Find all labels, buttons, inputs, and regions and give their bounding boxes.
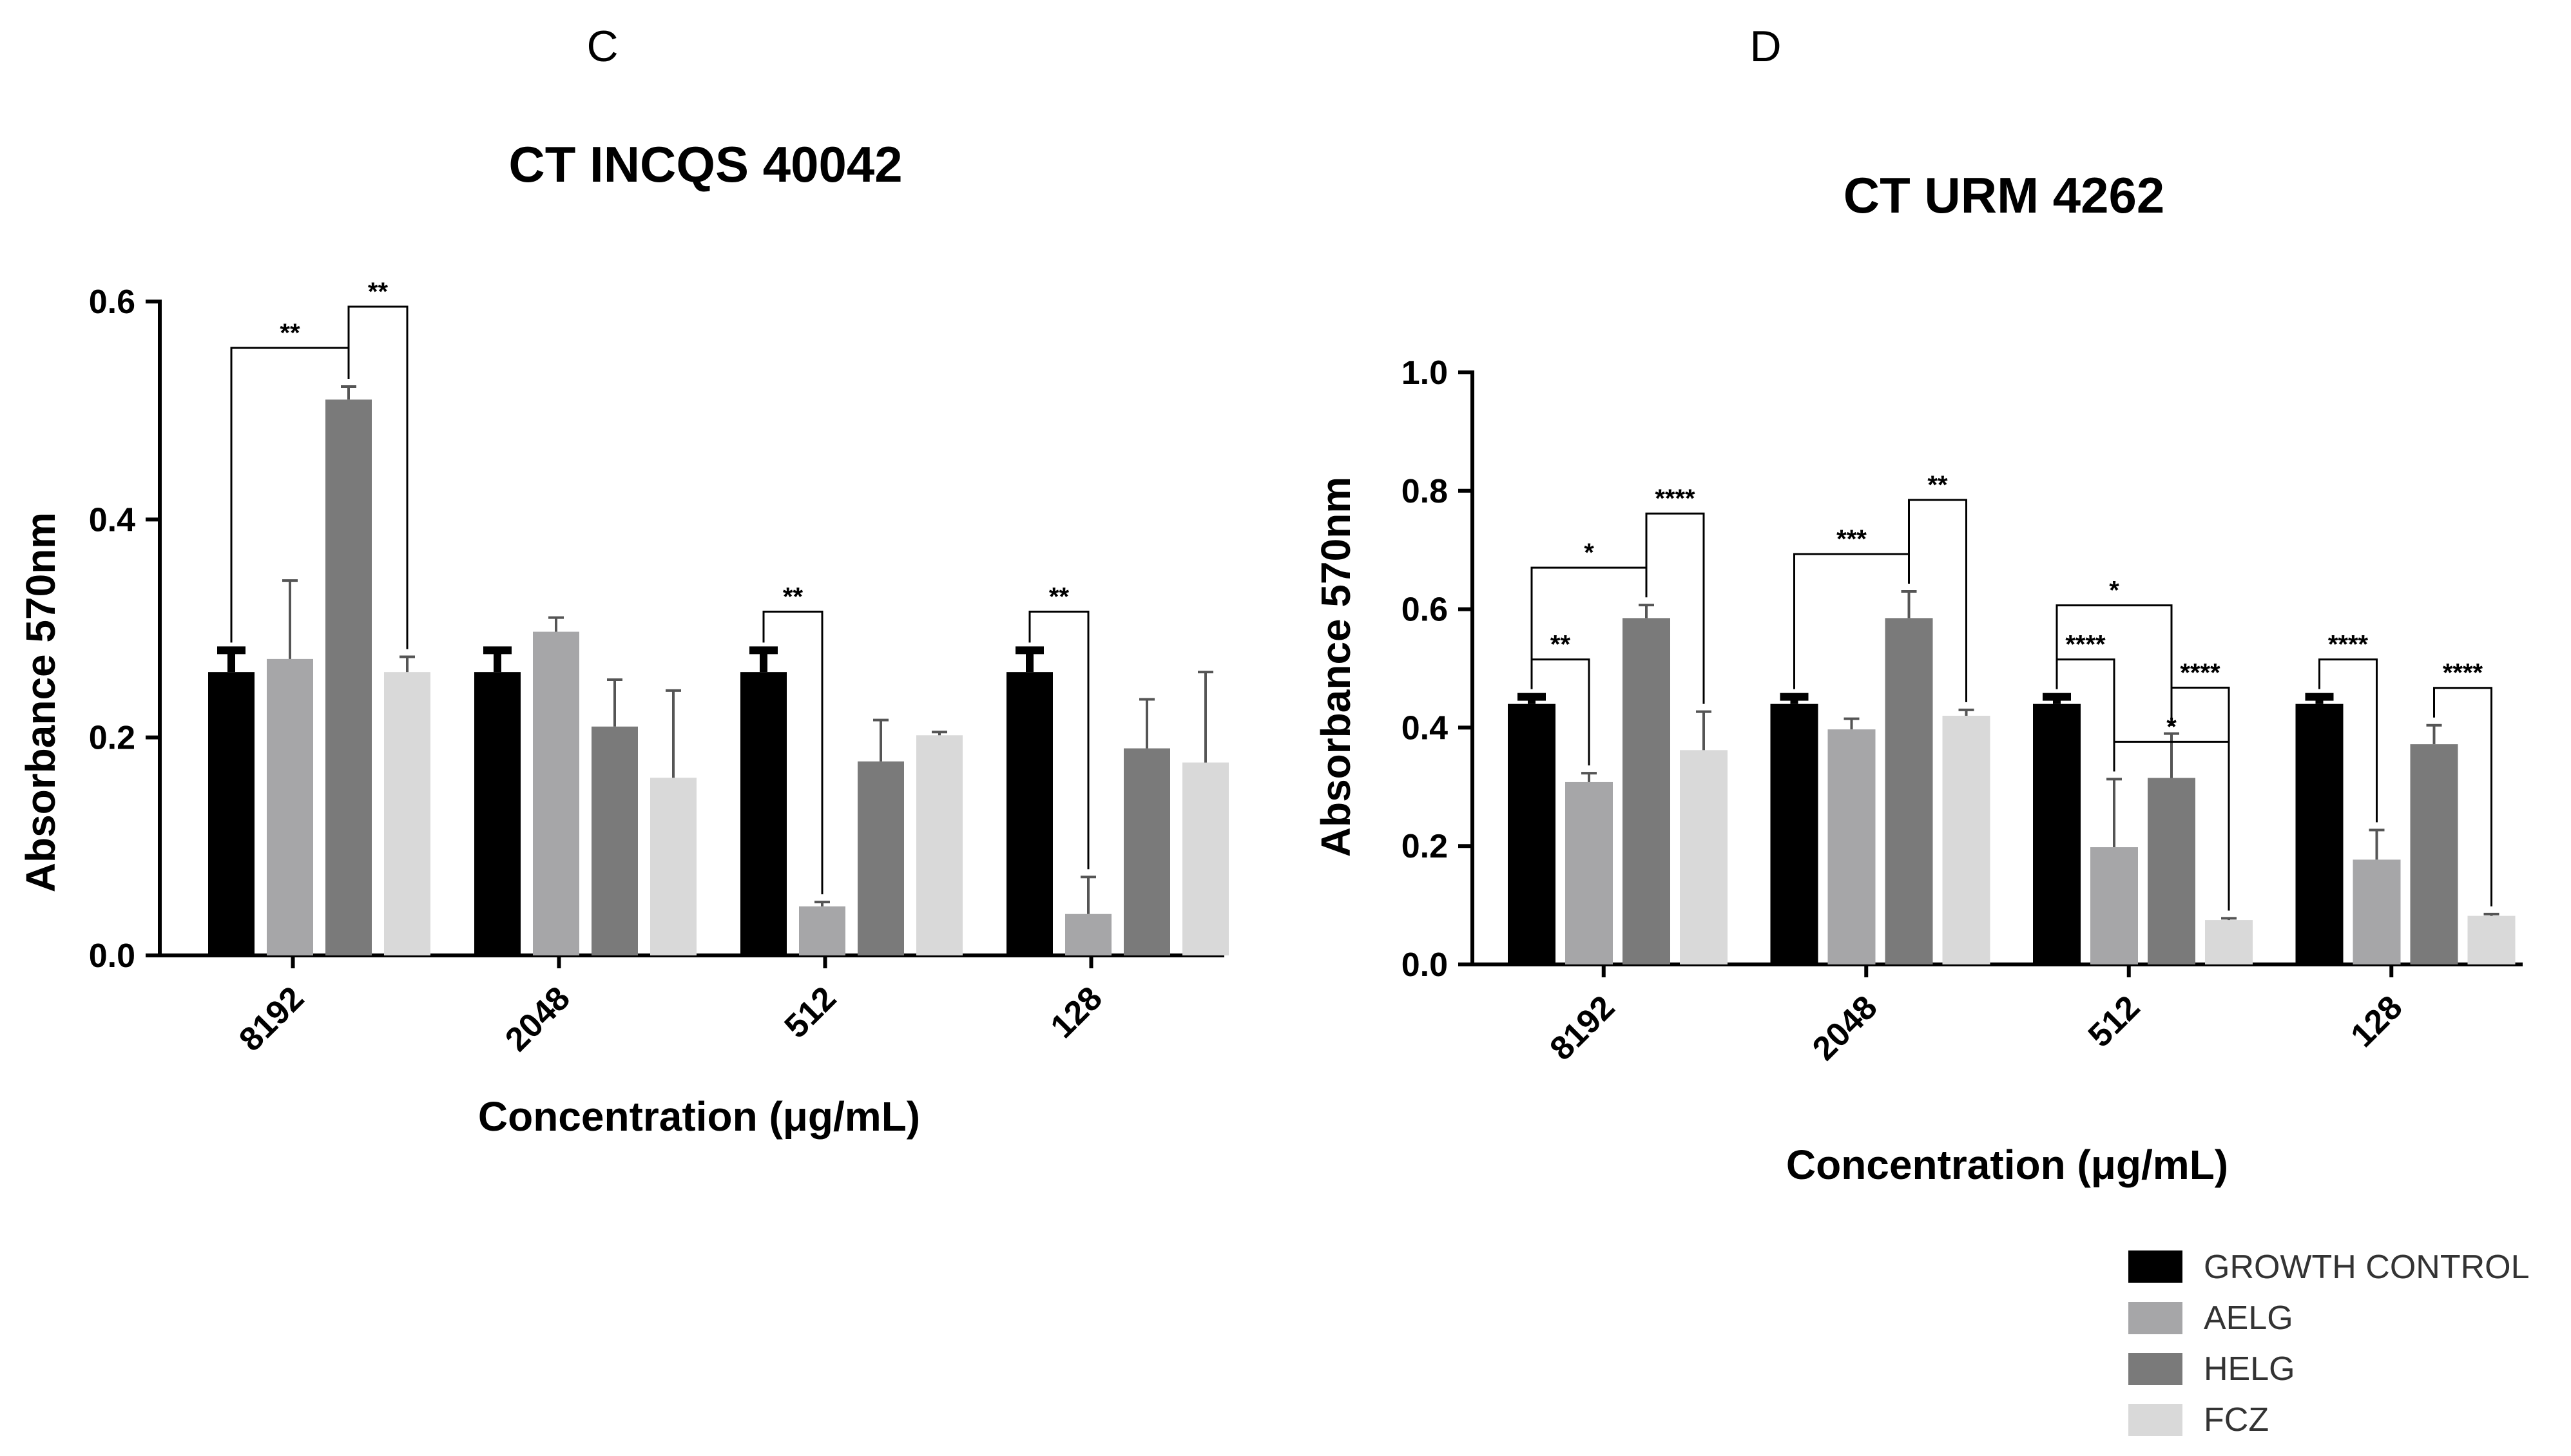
bar-c-fcz bbox=[650, 778, 697, 955]
legend-swatch-fcz bbox=[2128, 1404, 2182, 1436]
y-tick-label-c: 0.4 bbox=[89, 501, 135, 539]
significance-label-d: **** bbox=[1655, 484, 1695, 513]
bar-d-fcz bbox=[1942, 716, 1990, 964]
y-axis-label-c: Absorbance 570nm bbox=[17, 512, 64, 892]
bar-d-aelg bbox=[2353, 859, 2401, 964]
significance-label-d: *** bbox=[1836, 525, 1867, 553]
x-tick-label-c: 2048 bbox=[498, 979, 577, 1058]
significance-label-d: * bbox=[2109, 577, 2119, 605]
bar-d-helg bbox=[1623, 618, 1670, 964]
panel-d-chart: D CT URM 4262 0.0 0.2 0.4 0.6 0.8 1.0 8192 2048… bbox=[1313, 22, 2523, 1188]
bar-d-helg bbox=[2148, 778, 2195, 964]
significance-label-d: **** bbox=[2328, 631, 2369, 659]
x-axis-label-c: Concentration (μg/mL) bbox=[478, 1093, 920, 1140]
bar-c-aelg bbox=[533, 631, 579, 955]
bar-c-fcz bbox=[1182, 762, 1229, 955]
bar-d-fcz bbox=[1680, 750, 1728, 964]
y-tick-label-c: 0.2 bbox=[89, 720, 135, 757]
bar-d-growth-control bbox=[1770, 704, 1818, 964]
bar-c-aelg bbox=[267, 658, 313, 955]
bar-d-helg bbox=[2410, 744, 2458, 964]
bar-c-helg bbox=[1124, 748, 1170, 955]
bar-c-helg bbox=[858, 761, 904, 955]
significance-label-c: ** bbox=[280, 319, 300, 347]
significance-bracket-d bbox=[2318, 658, 2378, 823]
legend-label-helg: HELG bbox=[2204, 1350, 2295, 1388]
x-tick-label-d: 512 bbox=[2081, 988, 2147, 1054]
chart-title-d: CT URM 4262 bbox=[1844, 167, 2164, 224]
y-tick-label-c: 0.0 bbox=[89, 937, 135, 975]
legend-swatch-helg bbox=[2128, 1353, 2182, 1385]
x-tick-label-c: 8192 bbox=[232, 979, 311, 1058]
y-axis-label-d: Absorbance 570nm bbox=[1313, 477, 1359, 857]
x-axis-label-d: Concentration (μg/mL) bbox=[1786, 1142, 2228, 1188]
x-tick-label-d: 2048 bbox=[1805, 988, 1885, 1068]
bar-c-growth-control bbox=[1006, 672, 1053, 955]
panel-c-chart: C CT INCQS 40042 0.0 0.2 0.4 0.6 8192 2048 512… bbox=[17, 22, 1229, 1140]
legend-label-aelg: AELG bbox=[2204, 1299, 2293, 1337]
significance-label-d: **** bbox=[2443, 659, 2483, 687]
significance-bracket-d bbox=[1645, 512, 1705, 704]
bar-c-growth-control bbox=[474, 672, 521, 955]
significance-label-d: ** bbox=[1550, 631, 1571, 659]
significance-label-d: * bbox=[2166, 713, 2177, 741]
bar-d-aelg bbox=[2090, 847, 2138, 964]
significance-label-d: ** bbox=[1927, 471, 1948, 499]
bar-d-aelg bbox=[1565, 781, 1613, 964]
chart-legend: GROWTH CONTROL AELG HELG FCZ bbox=[2128, 1249, 2530, 1439]
x-tick-label-d: 128 bbox=[2344, 988, 2409, 1054]
significance-label-c: ** bbox=[368, 278, 389, 306]
bar-c-fcz bbox=[916, 735, 963, 955]
legend-label-fcz: FCZ bbox=[2204, 1401, 2269, 1439]
significance-bracket-d bbox=[2056, 604, 2173, 726]
y-tick-label-d: 0.0 bbox=[1401, 946, 1448, 984]
bar-c-aelg bbox=[1065, 914, 1112, 955]
bar-c-growth-control bbox=[740, 672, 787, 955]
bar-d-fcz bbox=[2467, 915, 2516, 964]
legend-label-growth-control: GROWTH CONTROL bbox=[2204, 1249, 2530, 1286]
significance-bracket-c bbox=[347, 305, 409, 649]
significance-label-d: **** bbox=[2065, 631, 2106, 659]
panel-letter-d: D bbox=[1749, 22, 1781, 71]
y-tick-label-d: 0.6 bbox=[1401, 591, 1448, 629]
significance-bracket-d bbox=[2433, 687, 2492, 906]
bar-c-helg bbox=[325, 399, 372, 955]
bar-c-fcz bbox=[384, 672, 430, 955]
chart-title-c: CT INCQS 40042 bbox=[508, 136, 902, 193]
y-tick-label-d: 0.2 bbox=[1401, 828, 1448, 865]
significance-bracket-d bbox=[1908, 499, 1967, 702]
bar-d-growth-control bbox=[1508, 704, 1555, 964]
bar-d-growth-control bbox=[2033, 704, 2081, 964]
legend-swatch-aelg bbox=[2128, 1302, 2182, 1334]
significance-bracket-d bbox=[2170, 686, 2230, 911]
x-tick-label-d: 8192 bbox=[1543, 988, 1622, 1068]
y-tick-label-d: 0.4 bbox=[1401, 709, 1448, 747]
plot-area-c: 0.0 0.2 0.4 0.6 8192 2048 512 128 ** ** ** ** bbox=[89, 278, 1229, 1058]
x-tick-label-c: 512 bbox=[778, 979, 843, 1045]
bar-c-aelg bbox=[799, 906, 845, 955]
y-tick-label-d: 0.8 bbox=[1401, 473, 1448, 510]
significance-label-d: **** bbox=[2180, 658, 2220, 687]
significance-label-c: ** bbox=[1049, 582, 1070, 611]
bar-d-fcz bbox=[2205, 920, 2253, 964]
legend-swatch-growth-control bbox=[2128, 1250, 2182, 1283]
y-tick-label-d: 1.0 bbox=[1401, 354, 1448, 392]
significance-label-c: ** bbox=[783, 582, 804, 611]
bar-d-aelg bbox=[1827, 729, 1876, 964]
significance-label-d: * bbox=[1584, 539, 1594, 567]
x-tick-label-c: 128 bbox=[1044, 979, 1110, 1045]
bar-c-helg bbox=[592, 726, 638, 955]
significance-bracket-c bbox=[762, 610, 823, 895]
y-tick-label-c: 0.6 bbox=[89, 283, 135, 321]
bar-c-growth-control bbox=[208, 672, 255, 955]
bar-d-growth-control bbox=[2295, 704, 2344, 964]
significance-bracket-c bbox=[1028, 610, 1090, 870]
bar-d-helg bbox=[1885, 618, 1933, 964]
panel-letter-c: C bbox=[586, 22, 618, 71]
